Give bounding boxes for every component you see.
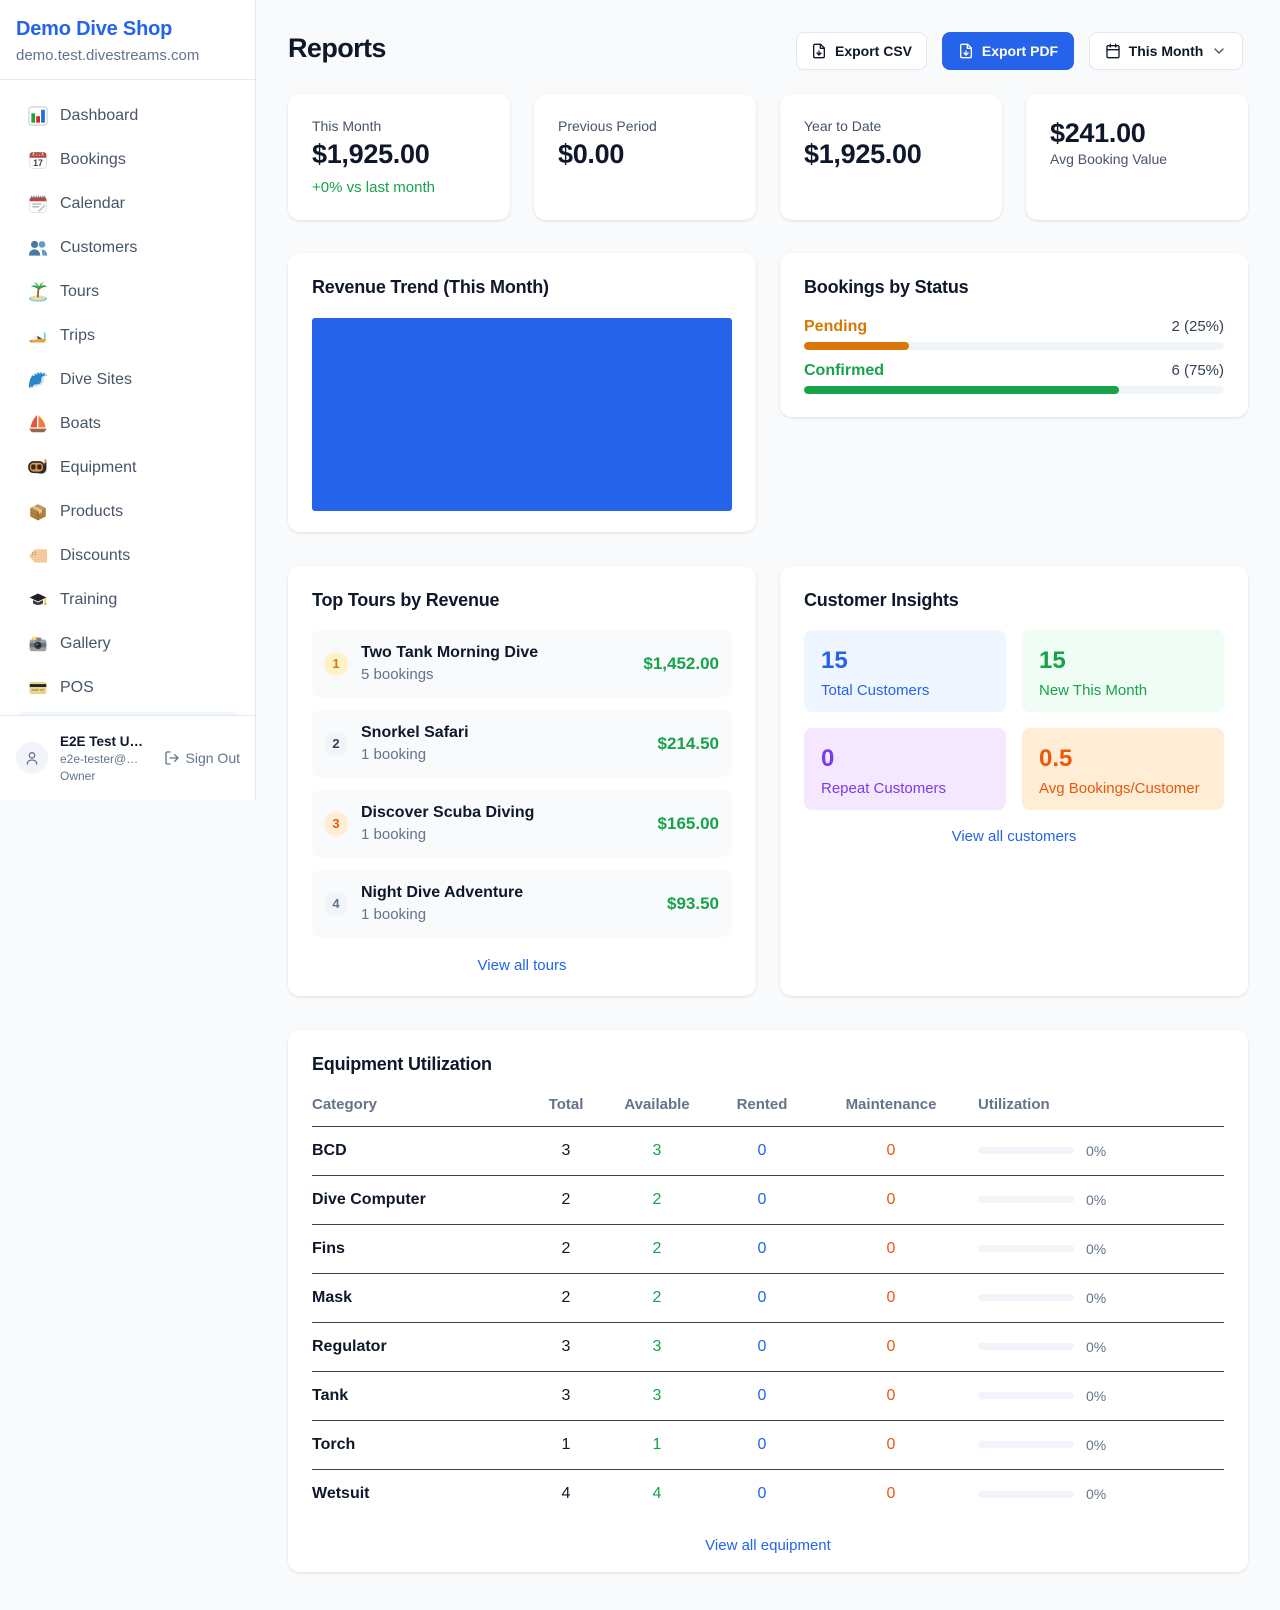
svg-text:17: 17: [33, 158, 43, 168]
